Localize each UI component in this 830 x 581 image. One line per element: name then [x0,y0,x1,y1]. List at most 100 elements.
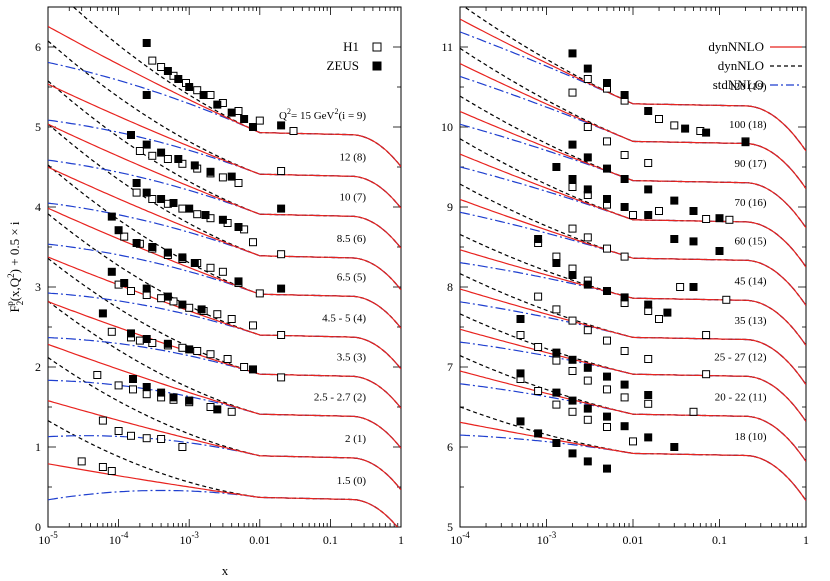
legend-label: stdNNLO [713,77,764,92]
h1-data-point [77,457,86,466]
curve-label: 2 (1) [345,433,366,445]
zeus-data-point [620,380,629,389]
h1-data-point [534,292,543,301]
curve-label: 20 - 22 (11) [715,392,767,404]
h1-data-point [552,356,561,365]
curve-stdnnlo [460,75,806,189]
curve-label: 4.5 - 5 (4) [322,312,366,324]
curve-dynnnlo [460,110,806,229]
h1-data-point [157,294,166,303]
h1-data-point [135,336,144,345]
h1-data-point [689,407,698,416]
zeus-data-point [277,284,286,293]
right-panel: 10-4 10-3 0.01 0.1 1 5 6 7 8 9 10 11 18 (10) 20 - 22 … [441,6,809,547]
h1-data-point [206,350,215,359]
zeus-data-point [157,148,166,157]
h1-data-point [655,207,663,215]
zeus-data-point [681,124,690,133]
curve-dynnnlo [460,18,806,152]
zeus-data-point [670,443,679,451]
h1-data-point [583,326,592,335]
h1-data-point [568,88,577,97]
zeus-data-point [516,369,525,378]
curve-dynnnlo [48,207,401,329]
zeus-data-point [98,309,107,318]
h1-data-point [249,238,257,247]
zeus-data-point [190,161,199,170]
zeus-data-point [132,179,141,187]
h1-data-point [255,289,264,298]
zeus-data-point [142,39,151,47]
h1-data-point [240,363,249,371]
y-tick-label: 9 [447,200,453,214]
zeus-data-point [142,91,151,99]
zeus-data-point [552,259,561,267]
curve-dynnlo [72,7,401,167]
zeus-data-point [218,215,227,224]
zeus-data-point [142,188,151,197]
zeus-data-point [715,247,724,255]
zeus-data-point [670,235,679,243]
zeus-data-point [277,204,286,213]
h1-data-point [629,211,637,219]
curve-dynnlo [48,164,401,329]
curve-label: 120 (19) [729,81,767,93]
y-tick-label: 6 [35,40,41,54]
h1-data-point [218,267,227,276]
h1-data-point [213,310,222,319]
zeus-data-point [127,329,135,338]
zeus-data-point [583,280,592,289]
h1-data-point [157,63,166,71]
curve-dynnnlo [48,301,401,409]
zeus-data-point [148,243,157,251]
y-tick-label: 3 [35,280,41,294]
y-tick-label: 6 [447,440,453,454]
zeus-data-point [689,283,698,291]
zeus-data-point [213,100,222,109]
h1-data-point [249,321,257,330]
h1-data-point [127,287,135,295]
zeus-data-point [568,355,577,364]
h1-data-point [98,416,107,425]
x-tick-label: 1 [803,533,809,547]
zeus-data-point [249,123,257,131]
zeus-data-point [185,345,194,354]
left-panel: 10-5 10-4 10-3 0.01 0.1 1 0 1 2 3 4 5 6 1.5 (0) 2 (1) 2… [35,6,404,547]
zeus-data-point [178,253,187,262]
zeus-data-point [174,75,183,83]
h1-data-point [644,159,653,167]
curve-stdnnlo [48,489,399,527]
x-tick-label: 10-3 [537,530,557,547]
h1-data-point [227,407,236,416]
h1-data-point [206,263,215,272]
zeus-data-point [644,433,653,442]
plot-frame [47,6,402,528]
h1-data-point [534,387,543,395]
h1-data-point [620,252,629,261]
h1-data-point [583,75,592,83]
h1-data-point [107,327,116,336]
zeus-data-point [142,284,151,293]
curve-stdnnlo [48,61,401,167]
curve-dynnnlo [460,328,806,422]
x-tick-label: 10-3 [179,530,199,547]
h1-data-point [142,434,151,443]
zeus-data-point [583,64,592,73]
y-tick-label: 11 [441,40,453,54]
h1-data-point [583,123,592,131]
zeus-data-point [227,172,236,181]
zeus-data-point [689,237,698,246]
x-tick-label: 0.1 [712,533,727,547]
x-axis-label-left: x [222,563,229,578]
h1-data-point [157,435,166,443]
curve-label: 100 (18) [729,119,767,131]
x-tick-label: 0.01 [623,533,644,547]
h1-data-point [583,233,592,242]
h1-data-point [148,195,157,203]
h1-data-point [193,347,202,355]
zeus-data-point [644,211,653,219]
y-tick-label: 0 [35,520,41,534]
zeus-data-point [534,235,543,243]
curve-dynnlo [48,213,401,370]
